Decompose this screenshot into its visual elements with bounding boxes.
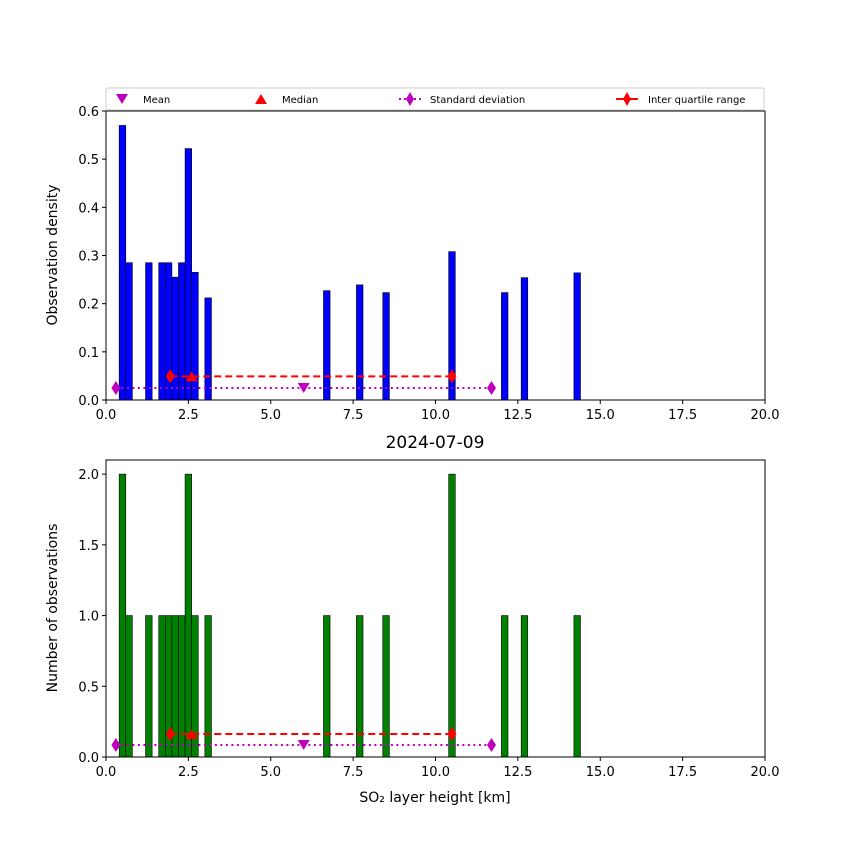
bottom-x-tick-label-4: 10.0 (421, 765, 450, 780)
bottom-bar-7 (184, 473, 192, 758)
top-y-tick-label-1: 0.1 (78, 346, 99, 361)
top-y-tick-label-0: 0.0 (78, 394, 99, 409)
top-bar-5 (171, 276, 179, 401)
bottom-bar-12 (382, 615, 390, 758)
bottom-x-tick-label-2: 5.0 (260, 765, 281, 780)
legend: Mean Median Standard deviation Inter qua… (105, 87, 765, 111)
bottom-mean-marker (297, 739, 310, 750)
top-std-high-marker (487, 380, 497, 395)
top-bar-9 (204, 297, 212, 401)
top-y-tick-label-3: 0.3 (78, 250, 99, 265)
legend-label-iqr: Inter quartile range (648, 95, 745, 106)
top-y-tick-label-2: 0.2 (78, 298, 99, 313)
top-mean-marker (297, 382, 310, 393)
bottom-bar-13 (448, 473, 456, 758)
top-iqr-low-marker (165, 369, 175, 384)
bottom-bar-3 (158, 615, 166, 758)
bottom-x-tick-label-1: 2.5 (178, 765, 199, 780)
bottom-y-tick-label-4: 2.0 (78, 468, 99, 483)
top-x-tick-label-8: 20.0 (751, 408, 780, 423)
top-median-marker (185, 371, 198, 382)
bottom-stats (111, 726, 497, 752)
top-x-tick-label-3: 7.5 (343, 408, 364, 423)
top-bar-16 (573, 272, 581, 401)
top-std-low-marker (111, 380, 121, 395)
bottom-iqr-low-marker (165, 726, 175, 741)
bottom-x-tick-label-7: 17.5 (668, 765, 697, 780)
bottom-bar-1 (125, 615, 133, 758)
top-bar-10 (323, 290, 331, 401)
legend-entry-iqr: Inter quartile range (616, 92, 745, 106)
bottom-std-low-marker (111, 737, 121, 752)
top-bar-6 (178, 262, 186, 401)
legend-label-mean: Mean (143, 95, 170, 106)
bottom-x-tick-label-6: 15.0 (586, 765, 615, 780)
bottom-bar-16 (573, 615, 581, 758)
bottom-bar-6 (178, 615, 186, 758)
median-marker-icon (255, 94, 267, 104)
legend-label-median: Median (282, 95, 318, 106)
top-bar-7 (184, 148, 192, 401)
top-x-tick-label-4: 10.0 (421, 408, 450, 423)
top-x-tick-label-1: 2.5 (178, 408, 199, 423)
top-bar-3 (158, 262, 166, 401)
top-bar-11 (356, 284, 364, 401)
bottom-median-marker (185, 728, 198, 739)
bottom-bar-9 (204, 615, 212, 758)
top-y-tick-label-5: 0.5 (78, 153, 99, 168)
top-x-tick-label-2: 5.0 (260, 408, 281, 423)
bottom-y-ticks: 0.0 0.5 1.0 1.5 2.0 (78, 468, 106, 766)
bottom-y-tick-label-0: 0.0 (78, 751, 99, 766)
bottom-chart-title: 2024-07-09 (386, 433, 485, 453)
top-bar-0 (118, 125, 127, 401)
bottom-y-tick-label-2: 1.0 (78, 610, 99, 625)
legend-box (105, 87, 765, 111)
bottom-std-high-marker (487, 737, 497, 752)
top-y-ticks: 0.0 0.1 0.2 0.3 0.4 0.5 0.6 (78, 105, 106, 409)
bottom-x-tick-label-8: 20.0 (751, 765, 780, 780)
legend-entry-std: Standard deviation (399, 92, 525, 106)
legend-label-std: Standard deviation (430, 95, 525, 106)
top-bar-1 (125, 262, 133, 401)
top-bar-15 (520, 277, 529, 401)
bottom-y-tick-label-3: 1.5 (78, 539, 99, 554)
legend-entry-mean: Mean (116, 94, 170, 106)
top-panel: 0.0 2.5 5.0 7.5 10.0 12.5 15.0 17.5 20.0 0.00.10… (45, 105, 779, 423)
bottom-iqr-high-marker (447, 726, 457, 741)
top-y-tick-label-4: 0.4 (78, 201, 99, 216)
bottom-bar-14 (501, 615, 509, 758)
bottom-x-tick-label-0: 0.0 (96, 765, 117, 780)
bottom-bar-11 (356, 615, 364, 758)
std-marker-icon (406, 92, 414, 106)
top-x-tick-label-7: 17.5 (668, 408, 697, 423)
top-x-tick-label-0: 0.0 (96, 408, 117, 423)
top-y-axis-label: Observation density (45, 184, 61, 325)
bottom-y-tick-label-1: 0.5 (78, 680, 99, 695)
bottom-bar-15 (520, 615, 529, 758)
bottom-bar-0 (118, 473, 127, 758)
iqr-marker-icon (623, 92, 631, 106)
bottom-x-axis-label: SO₂ layer height [km] (359, 790, 510, 806)
top-x-ticks: 0.0 2.5 5.0 7.5 10.0 12.5 15.0 17.5 20.0 (96, 400, 780, 423)
mean-marker-icon (116, 94, 128, 104)
top-bar-12 (382, 292, 390, 401)
top-stats (111, 369, 497, 395)
top-x-tick-label-5: 12.5 (503, 408, 532, 423)
bottom-x-tick-label-5: 12.5 (503, 765, 532, 780)
top-iqr-high-marker (447, 369, 457, 384)
bottom-bar-10 (323, 615, 331, 758)
top-y-tick-label-6: 0.6 (78, 105, 99, 120)
top-x-tick-label-6: 15.0 (586, 408, 615, 423)
top-bar-2 (145, 262, 153, 401)
bottom-panel: 2024-07-09 0.0 2.5 5.0 7.5 10.0 12.5 15.0 17.5 2… (45, 433, 779, 806)
bottom-x-ticks: 0.0 2.5 5.0 7.5 10.0 12.5 15.0 17.5 20.0 (96, 757, 780, 780)
bottom-bar-2 (145, 615, 153, 758)
bottom-x-tick-label-3: 7.5 (343, 765, 364, 780)
legend-entry-median: Median (255, 94, 318, 106)
top-bar-14 (501, 292, 509, 401)
bottom-y-axis-label: Number of observations (45, 524, 61, 693)
